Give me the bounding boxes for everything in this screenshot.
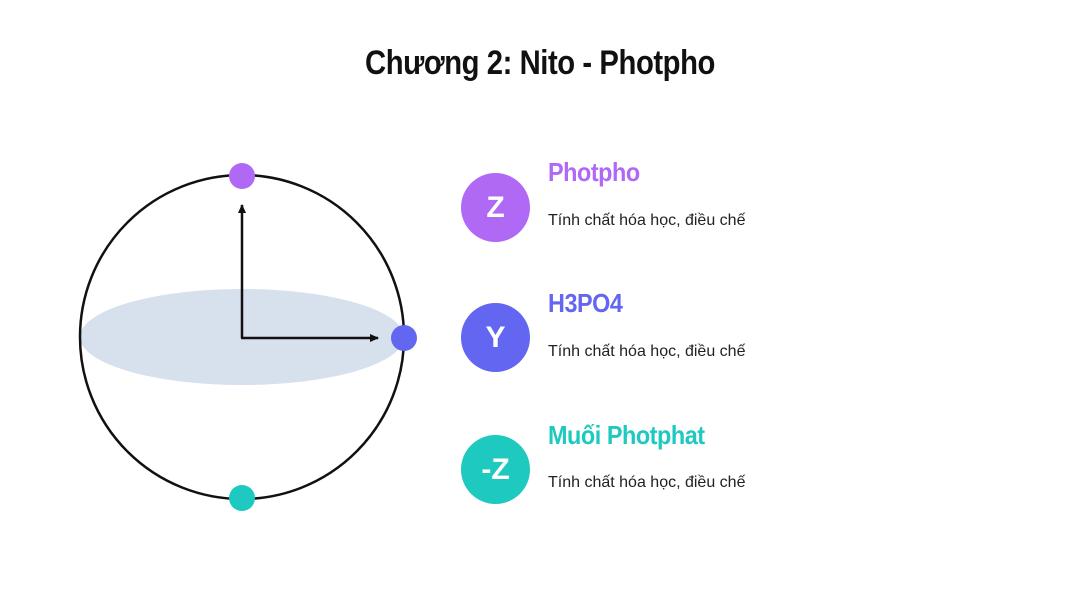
page-title: Chương 2: Nito - Photpho xyxy=(365,44,715,82)
item-description: Tính chất hóa học, điều chế xyxy=(548,474,746,491)
top-point-marker xyxy=(229,163,255,189)
list-item-h3po4: Y H3PO4 Tính chất hóa học, điều chế xyxy=(461,288,861,372)
right-point-marker xyxy=(391,325,417,351)
item-title: H3PO4 xyxy=(548,288,623,318)
item-description: Tính chất hóa học, điều chế xyxy=(548,212,746,229)
z-badge: Z xyxy=(461,173,530,242)
item-title: Photpho xyxy=(548,157,640,187)
bottom-point-marker xyxy=(229,485,255,511)
item-title: Muối Photphat xyxy=(548,420,705,450)
y-badge: Y xyxy=(461,303,530,372)
item-description: Tính chất hóa học, điều chế xyxy=(548,343,746,360)
list-item-photpho: Z Photpho Tính chất hóa học, điều chế xyxy=(461,157,861,242)
list-item-muoi-photphat: -Z Muối Photphat Tính chất hóa học, điều… xyxy=(461,420,861,504)
minus-z-badge: -Z xyxy=(461,435,530,504)
